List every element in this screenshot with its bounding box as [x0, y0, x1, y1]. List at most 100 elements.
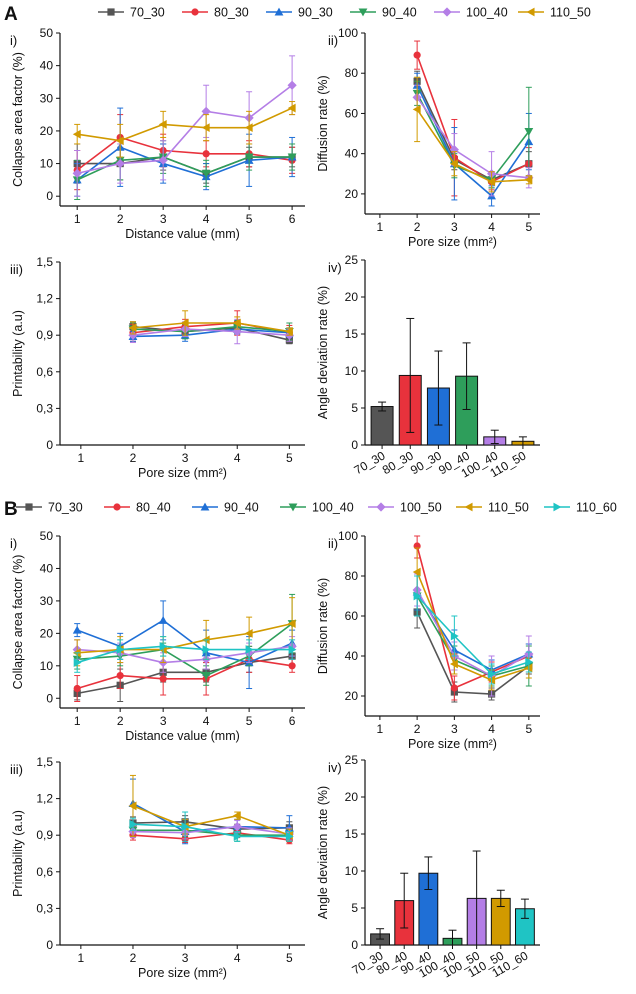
y-tick-label: 0	[46, 691, 53, 705]
series-110_60	[129, 811, 294, 842]
data-point	[72, 168, 82, 178]
data-point	[287, 103, 296, 113]
y-tick-label: 0	[351, 938, 358, 952]
data-point	[201, 106, 211, 116]
data-point	[129, 819, 138, 829]
data-point	[232, 318, 241, 328]
panel-label: i)	[10, 536, 17, 551]
legend-label: 100_40	[312, 501, 354, 515]
series-90_40	[412, 80, 534, 189]
series-line	[77, 622, 293, 654]
legend-item: 90_30	[266, 6, 333, 20]
y-tick-label: 0,3	[36, 901, 53, 915]
panel-label: i)	[10, 33, 17, 48]
x-axis-title: Pore size (mm²)	[408, 737, 497, 751]
y-tick-label: 0,9	[36, 328, 53, 342]
data-point	[159, 641, 168, 651]
data-point	[158, 615, 168, 624]
legend-label: 70_30	[48, 501, 83, 515]
panel-label: ii)	[328, 536, 338, 551]
chart-a-i: i) 0 10 20 30 40 50 Collapse area factor (%) 1 2 3…	[10, 26, 305, 241]
series-line	[416, 108, 529, 183]
legend-marker	[358, 8, 368, 17]
series-110_50	[412, 76, 533, 193]
x-tick-label: 4	[203, 212, 210, 226]
data-point	[488, 669, 496, 679]
data-point	[159, 675, 167, 683]
series-line	[416, 595, 530, 675]
data-point	[450, 684, 458, 692]
chart-b-iii: iii) 0 0,3 0,6 0,9 1,2 1,5 Printability (a.u) 1 2…	[10, 755, 305, 980]
y-tick-label: 0,9	[36, 828, 53, 842]
legend-marker	[464, 502, 473, 512]
data-point	[525, 657, 534, 667]
y-tick-label: 100	[338, 26, 358, 40]
y-axis-title: Diffusion rate (%)	[316, 75, 330, 171]
data-point	[487, 177, 496, 187]
series-line	[416, 571, 530, 681]
y-tick-label: 0,6	[36, 865, 53, 879]
y-tick-label: 20	[345, 689, 359, 703]
x-tick-label: 2	[117, 212, 124, 226]
y-tick-label: 20	[345, 187, 359, 201]
series-line	[77, 655, 293, 695]
y-axis-title: Angle deviation rate (%)	[316, 286, 330, 419]
legend-marker	[113, 503, 121, 511]
y-tick-label: 80	[345, 569, 359, 583]
series-110_60	[73, 636, 297, 673]
data-point	[284, 327, 293, 336]
data-point	[524, 175, 533, 185]
y-axis-title: Angle deviation rate (%)	[316, 786, 330, 919]
data-point	[285, 832, 294, 841]
legend-b: 70_30 80_40 90_40 100_40 100_50 110_50 110_60	[16, 501, 617, 515]
legend-marker	[288, 503, 298, 512]
y-tick-label: 5	[351, 401, 358, 415]
x-tick-label: 2	[130, 451, 137, 465]
legend-label: 100_40	[466, 6, 508, 20]
legend-item: 110_60	[544, 501, 617, 515]
x-tick-label: 4	[203, 714, 210, 728]
series-line	[132, 325, 290, 333]
series-line	[132, 820, 290, 830]
series-line	[132, 823, 290, 838]
data-point	[287, 80, 297, 90]
data-point	[181, 822, 190, 832]
series-line	[77, 107, 293, 142]
data-point	[73, 658, 82, 667]
x-tick-label: 2	[130, 951, 137, 965]
series-line	[416, 54, 530, 183]
legend-label: 90_40	[224, 501, 259, 515]
y-tick-label: 80	[345, 66, 359, 80]
data-point	[287, 619, 296, 629]
data-point	[158, 119, 167, 129]
y-tick-label: 1,2	[36, 292, 53, 306]
y-tick-label: 0	[351, 438, 358, 452]
x-axis-title: Pore size (mm²)	[138, 966, 227, 980]
x-tick-label: 5	[246, 212, 253, 226]
legend-label: 70_30	[130, 6, 165, 20]
y-tick-label: 40	[345, 649, 359, 663]
series-110_50	[128, 310, 293, 336]
series-70_30	[73, 143, 296, 184]
legend-marker	[107, 8, 115, 16]
x-tick-label: 3	[451, 722, 458, 736]
y-tick-label: 30	[40, 594, 54, 608]
series-line	[76, 156, 293, 181]
series-line	[132, 802, 290, 833]
series-90_40	[128, 778, 294, 845]
legend-item: 90_40	[192, 501, 259, 515]
y-tick-label: 30	[40, 91, 54, 105]
bar-70_30	[370, 406, 394, 446]
y-tick-label: 15	[345, 327, 359, 341]
x-tick-label: 1	[377, 722, 384, 736]
y-tick-label: 15	[345, 827, 359, 841]
x-tick-label: 5	[525, 722, 532, 736]
y-tick-label: 1,5	[36, 755, 53, 769]
series-line	[132, 805, 290, 836]
legend-marker	[553, 502, 562, 512]
data-point	[245, 645, 254, 654]
y-tick-label: 25	[345, 253, 359, 267]
data-point	[201, 169, 211, 178]
data-point	[128, 801, 137, 811]
chart-a-ii: ii) 20 40 60 80 100 Diffusion rate (%) 1 2 3 4 5 Por…	[316, 26, 540, 249]
